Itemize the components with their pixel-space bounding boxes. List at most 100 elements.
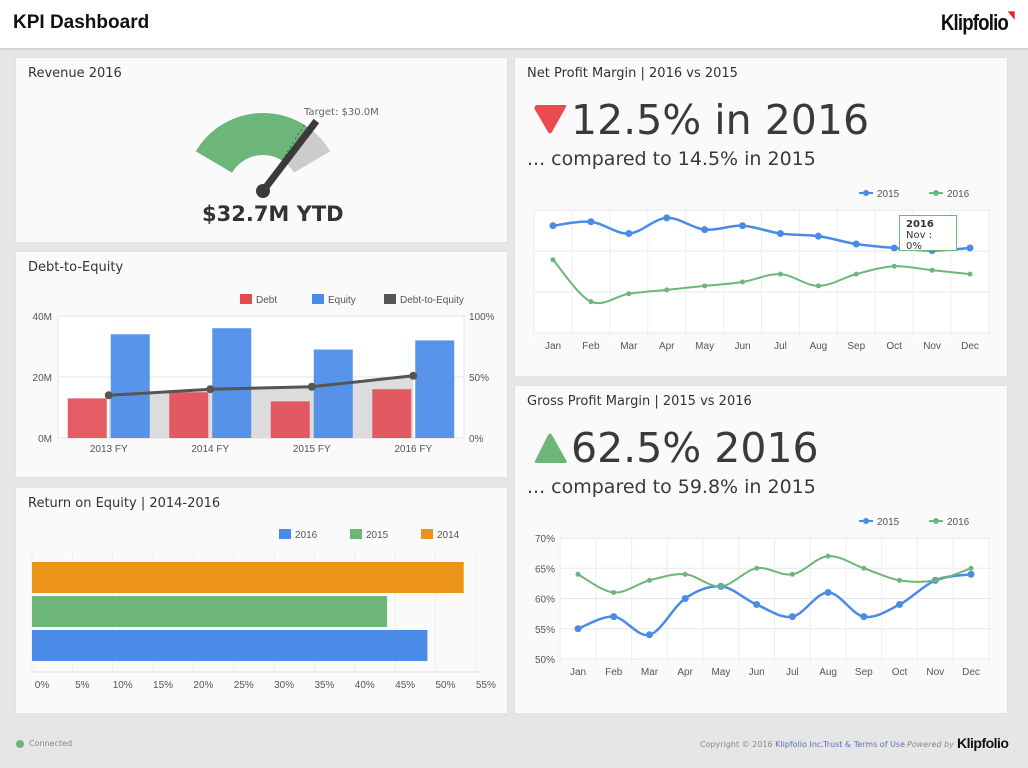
panel-title: Net Profit Margin | 2016 vs 2015 bbox=[527, 66, 738, 81]
net-panel: Net Profit Margin | 2016 vs 2015 12.5% i… bbox=[514, 57, 1008, 377]
data-point bbox=[824, 588, 832, 596]
data-point bbox=[625, 230, 633, 238]
ratio-line bbox=[108, 374, 414, 397]
data-point bbox=[611, 589, 617, 595]
x-tick-label: 0% bbox=[35, 680, 50, 691]
data-point bbox=[663, 214, 671, 222]
x-tick-label: Dec bbox=[961, 341, 979, 352]
y2-tick-label: 0% bbox=[469, 434, 484, 445]
data-point bbox=[701, 226, 709, 234]
data-point bbox=[852, 240, 860, 248]
x-tick-label: Nov bbox=[923, 341, 941, 352]
legend-label: Debt bbox=[256, 295, 277, 306]
data-point bbox=[574, 625, 582, 633]
roe-bar-2014 bbox=[32, 562, 464, 593]
x-tick-label: Apr bbox=[677, 667, 693, 678]
data-point bbox=[825, 553, 831, 559]
legend-swatch bbox=[279, 529, 291, 539]
gauge-value: $32.7M YTD bbox=[202, 202, 344, 226]
x-tick-label: 5% bbox=[75, 680, 90, 691]
y-tick-label: 20M bbox=[33, 373, 52, 384]
y2-tick-label: 50% bbox=[469, 373, 489, 384]
x-tick-label: Oct bbox=[892, 667, 908, 678]
x-tick-label: Jul bbox=[774, 341, 787, 352]
tooltip-text: Nov : 0% bbox=[906, 230, 933, 252]
data-point bbox=[814, 232, 822, 240]
data-point bbox=[896, 601, 904, 609]
x-tick-label: Mar bbox=[641, 667, 659, 678]
chart-tooltip: 2016 Nov : 0% bbox=[899, 215, 957, 252]
x-tick-label: 45% bbox=[395, 680, 415, 691]
debt-bar bbox=[270, 401, 310, 438]
data-point bbox=[575, 571, 581, 577]
data-point bbox=[929, 267, 935, 273]
x-tick-label: Sep bbox=[847, 341, 865, 352]
data-point bbox=[550, 257, 556, 263]
gross-panel: Gross Profit Margin | 2015 vs 2016 62.5%… bbox=[514, 385, 1008, 714]
y-tick-label: 50% bbox=[535, 655, 555, 666]
company-link[interactable]: Klipfolio Inc. bbox=[775, 740, 824, 749]
status-dot-icon bbox=[16, 740, 24, 748]
data-point bbox=[682, 571, 688, 577]
data-point bbox=[967, 271, 973, 277]
gauge-target-label: Target: $30.0M bbox=[304, 107, 379, 118]
footer: Connected Copyright © 2016 Klipfolio Inc… bbox=[0, 728, 1028, 768]
gross-compare: ... compared to 59.8% in 2015 bbox=[527, 476, 816, 498]
data-point bbox=[776, 230, 784, 238]
data-point bbox=[860, 613, 868, 621]
ratio-point bbox=[307, 382, 316, 391]
x-tick-label: 2016 FY bbox=[394, 444, 432, 455]
equity-bar bbox=[212, 328, 252, 438]
powered-by: Powered by bbox=[907, 740, 954, 749]
data-point bbox=[702, 283, 708, 289]
data-point bbox=[754, 565, 760, 571]
ratio-point bbox=[104, 391, 113, 400]
x-tick-label: Jul bbox=[786, 667, 799, 678]
data-point bbox=[626, 291, 632, 297]
x-tick-label: Feb bbox=[605, 667, 623, 678]
x-tick-label: 10% bbox=[113, 680, 133, 691]
x-tick-label: 2015 FY bbox=[293, 444, 331, 455]
x-tick-label: 55% bbox=[476, 680, 496, 691]
data-point bbox=[753, 601, 761, 609]
ratio-point bbox=[409, 371, 418, 380]
data-point bbox=[968, 565, 974, 571]
x-tick-label: 25% bbox=[234, 680, 254, 691]
data-point bbox=[587, 218, 595, 226]
x-tick-label: May bbox=[695, 341, 714, 352]
x-tick-label: Mar bbox=[620, 341, 638, 352]
debt-panel: Debt-to-Equity 0M 0% 20M 50% 40M 100% 2013 FY 2… bbox=[15, 251, 508, 478]
data-point bbox=[897, 577, 903, 583]
legend-marker bbox=[933, 518, 939, 524]
equity-bar bbox=[415, 340, 455, 438]
panel-title: Revenue 2016 bbox=[28, 66, 122, 81]
gross-chart: 70% 65% 60% 55% 50% Jan Feb Mar Apr May Jun Jul Aug S… bbox=[535, 517, 991, 678]
panel-title: Gross Profit Margin | 2015 vs 2016 bbox=[527, 394, 752, 409]
x-tick-label: 30% bbox=[274, 680, 294, 691]
series-line-2016 bbox=[577, 555, 972, 594]
data-point bbox=[646, 577, 652, 583]
legend-marker bbox=[863, 190, 869, 196]
y-tick-label: 55% bbox=[535, 625, 555, 636]
y-tick-label: 70% bbox=[535, 534, 555, 545]
page-title: KPI Dashboard bbox=[13, 12, 150, 33]
debt-bar bbox=[372, 389, 412, 438]
data-point bbox=[610, 613, 618, 621]
data-point bbox=[891, 263, 897, 269]
data-point bbox=[789, 571, 795, 577]
equity-bar bbox=[313, 349, 353, 438]
data-point bbox=[861, 565, 867, 571]
terms-link[interactable]: Trust & Terms of Use bbox=[823, 740, 905, 749]
trend-down-icon bbox=[534, 105, 567, 134]
data-point bbox=[588, 299, 594, 305]
x-tick-label: Sep bbox=[855, 667, 873, 678]
data-point bbox=[788, 613, 796, 621]
footer-logo: Klipfolio bbox=[957, 735, 1009, 751]
legend-marker bbox=[863, 518, 869, 524]
legend-swatch bbox=[350, 529, 362, 539]
legend-label: 2016 bbox=[947, 517, 970, 528]
equity-bar bbox=[110, 334, 150, 438]
x-tick-label: Jan bbox=[570, 667, 586, 678]
roe-bar-2015 bbox=[32, 596, 388, 627]
x-tick-label: May bbox=[711, 667, 730, 678]
